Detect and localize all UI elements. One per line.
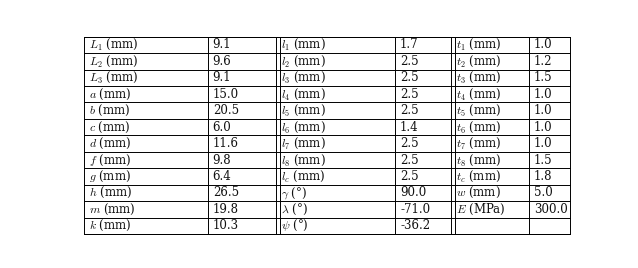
- Text: 2.5: 2.5: [400, 154, 419, 166]
- Text: 2.5: 2.5: [400, 104, 419, 117]
- Text: $b$ (mm): $b$ (mm): [89, 103, 130, 118]
- Text: $l_3$ (mm): $l_3$ (mm): [281, 70, 325, 85]
- Text: $l_5$ (mm): $l_5$ (mm): [281, 103, 325, 118]
- Text: $w$ (mm): $w$ (mm): [456, 185, 501, 200]
- Text: 1.5: 1.5: [534, 71, 553, 84]
- Text: $t_c$ (mm): $t_c$ (mm): [456, 169, 501, 184]
- Text: 300.0: 300.0: [534, 203, 568, 216]
- Text: 20.5: 20.5: [212, 104, 239, 117]
- Text: $L_1$ (mm): $L_1$ (mm): [89, 37, 138, 53]
- Text: $t_1$ (mm): $t_1$ (mm): [456, 37, 501, 53]
- Text: 2.5: 2.5: [400, 170, 419, 183]
- Text: -36.2: -36.2: [400, 219, 430, 232]
- Text: 1.0: 1.0: [534, 38, 553, 51]
- Text: 2.5: 2.5: [400, 71, 419, 84]
- Text: $l_7$ (mm): $l_7$ (mm): [281, 136, 325, 151]
- Text: 6.0: 6.0: [212, 121, 232, 134]
- Text: $t_3$ (mm): $t_3$ (mm): [456, 70, 501, 85]
- Text: $h$ (mm): $h$ (mm): [89, 185, 132, 200]
- Text: 15.0: 15.0: [212, 88, 239, 101]
- Text: 1.0: 1.0: [534, 88, 553, 101]
- Text: $k$ (mm): $k$ (mm): [89, 218, 131, 233]
- Text: 1.0: 1.0: [534, 121, 553, 134]
- Text: 1.5: 1.5: [534, 154, 553, 166]
- Text: $l_1$ (mm): $l_1$ (mm): [281, 37, 325, 53]
- Text: 1.0: 1.0: [534, 104, 553, 117]
- Text: $E$ (MPa): $E$ (MPa): [456, 202, 506, 217]
- Text: 1.7: 1.7: [400, 38, 419, 51]
- Text: $f$ (mm): $f$ (mm): [89, 152, 131, 168]
- Text: $g$ (mm): $g$ (mm): [89, 169, 131, 184]
- Text: $d$ (mm): $d$ (mm): [89, 136, 131, 151]
- Text: $\gamma$ (°): $\gamma$ (°): [281, 185, 307, 201]
- Text: 26.5: 26.5: [212, 186, 239, 199]
- Text: $a$ (mm): $a$ (mm): [89, 87, 131, 102]
- Text: $t_5$ (mm): $t_5$ (mm): [456, 103, 501, 118]
- Text: $L_2$ (mm): $L_2$ (mm): [89, 54, 138, 69]
- Text: 1.8: 1.8: [534, 170, 553, 183]
- Text: $t_4$ (mm): $t_4$ (mm): [456, 87, 501, 102]
- Text: $t_2$ (mm): $t_2$ (mm): [456, 54, 501, 69]
- Text: 5.0: 5.0: [534, 186, 553, 199]
- Text: 9.6: 9.6: [212, 55, 232, 68]
- Text: $l_8$ (mm): $l_8$ (mm): [281, 152, 325, 168]
- Text: 1.0: 1.0: [534, 137, 553, 150]
- Text: 2.5: 2.5: [400, 55, 419, 68]
- Text: $l_4$ (mm): $l_4$ (mm): [281, 87, 325, 102]
- Text: 90.0: 90.0: [400, 186, 426, 199]
- Text: $m$ (mm): $m$ (mm): [89, 202, 135, 217]
- Text: $\lambda$ (°): $\lambda$ (°): [281, 202, 308, 217]
- Text: 2.5: 2.5: [400, 88, 419, 101]
- Text: 11.6: 11.6: [212, 137, 239, 150]
- Text: 9.8: 9.8: [212, 154, 232, 166]
- Text: 19.8: 19.8: [212, 203, 239, 216]
- Text: $l_2$ (mm): $l_2$ (mm): [281, 54, 325, 69]
- Text: 6.4: 6.4: [212, 170, 232, 183]
- Text: 1.4: 1.4: [400, 121, 419, 134]
- Text: $t_8$ (mm): $t_8$ (mm): [456, 152, 501, 168]
- Text: $t_7$ (mm): $t_7$ (mm): [456, 136, 501, 151]
- Text: $c$ (mm): $c$ (mm): [89, 120, 130, 135]
- Text: $l_6$ (mm): $l_6$ (mm): [281, 120, 325, 135]
- Text: 9.1: 9.1: [212, 38, 232, 51]
- Text: 1.2: 1.2: [534, 55, 553, 68]
- Text: $\psi$ (°): $\psi$ (°): [281, 218, 308, 233]
- Text: 9.1: 9.1: [212, 71, 232, 84]
- Text: $L_3$ (mm): $L_3$ (mm): [89, 70, 138, 85]
- Text: 10.3: 10.3: [212, 219, 239, 232]
- Text: $l_c$ (mm): $l_c$ (mm): [281, 169, 325, 184]
- Text: 2.5: 2.5: [400, 137, 419, 150]
- Text: -71.0: -71.0: [400, 203, 430, 216]
- Text: $t_6$ (mm): $t_6$ (mm): [456, 120, 501, 135]
